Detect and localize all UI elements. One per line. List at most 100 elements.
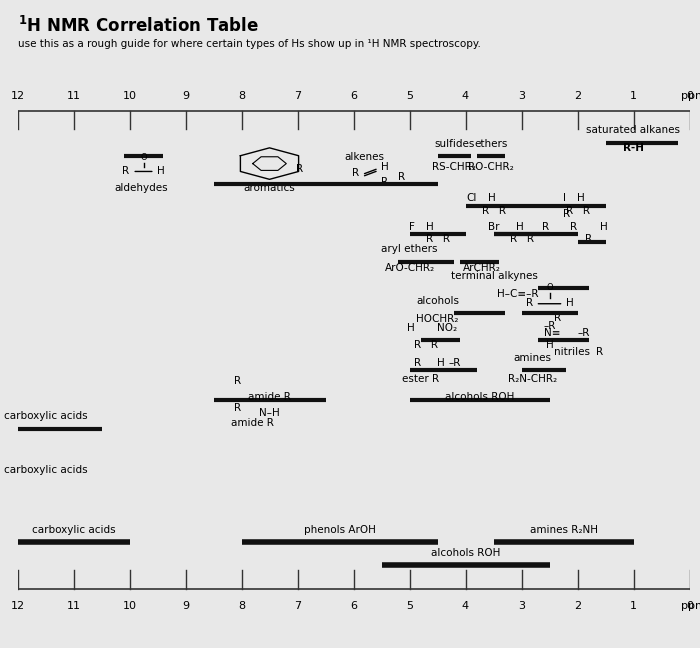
Text: 4: 4	[462, 601, 469, 611]
Text: R   R: R R	[510, 235, 533, 244]
Text: R   R: R R	[426, 235, 449, 244]
Text: H: H	[382, 162, 389, 172]
Text: 9: 9	[182, 91, 189, 100]
Text: 8: 8	[238, 601, 245, 611]
Text: sulfides: sulfides	[434, 139, 475, 150]
Text: 6: 6	[350, 601, 357, 611]
Text: H: H	[516, 222, 524, 231]
Text: ester R: ester R	[402, 373, 440, 384]
Text: 7: 7	[294, 91, 301, 100]
Text: 5: 5	[406, 601, 413, 611]
Text: R: R	[585, 235, 592, 244]
Text: 12: 12	[10, 601, 25, 611]
Text: R: R	[563, 209, 570, 219]
Text: aryl ethers: aryl ethers	[382, 244, 438, 255]
Text: amide R: amide R	[248, 392, 291, 402]
Text: 5: 5	[406, 91, 413, 100]
Text: RO-CHR₂: RO-CHR₂	[468, 162, 514, 172]
Text: saturated alkanes: saturated alkanes	[587, 124, 680, 135]
Text: 7: 7	[294, 601, 301, 611]
Text: ArO-CHR₂: ArO-CHR₂	[384, 263, 435, 273]
Text: 4: 4	[462, 91, 469, 100]
Text: HOCHR₂: HOCHR₂	[416, 314, 459, 324]
Text: H: H	[407, 323, 415, 333]
Text: alkenes: alkenes	[344, 152, 385, 162]
Text: amide R: amide R	[231, 418, 274, 428]
Text: RS-CHR₂: RS-CHR₂	[433, 162, 476, 172]
Text: NO₂: NO₂	[438, 323, 458, 333]
Text: N–H: N–H	[259, 408, 280, 418]
Text: R: R	[296, 164, 303, 174]
Text: H–C≡–R: H–C≡–R	[497, 289, 538, 299]
Text: R: R	[414, 358, 421, 367]
Text: aldehydes: aldehydes	[114, 183, 167, 193]
Text: carboxylic acids: carboxylic acids	[32, 525, 116, 535]
Text: R   R: R R	[566, 205, 589, 216]
Text: 6: 6	[350, 91, 357, 100]
Text: alcohols ROH: alcohols ROH	[444, 392, 514, 402]
Text: 2: 2	[574, 91, 581, 100]
Text: $\mathbf{^{1}H}$ NMR Correlation Table: $\mathbf{^{1}H}$ NMR Correlation Table	[18, 16, 258, 36]
Text: R: R	[526, 297, 533, 308]
Text: 10: 10	[122, 601, 136, 611]
Text: R-H: R-H	[623, 143, 644, 152]
Text: R: R	[122, 167, 130, 176]
Text: alcohols: alcohols	[416, 296, 459, 306]
Text: H: H	[600, 222, 608, 231]
Text: R: R	[234, 376, 241, 386]
Text: N≡: N≡	[544, 328, 561, 338]
Text: R: R	[596, 347, 603, 357]
Text: H: H	[578, 192, 585, 203]
Text: 11: 11	[66, 601, 80, 611]
Text: ppm(δ): ppm(δ)	[681, 601, 700, 611]
Text: amines: amines	[514, 353, 552, 362]
Text: H: H	[438, 358, 445, 367]
Text: aromatics: aromatics	[244, 183, 295, 193]
Text: phenols ArOH: phenols ArOH	[304, 525, 375, 535]
Text: R   R: R R	[414, 340, 438, 351]
Text: –R: –R	[449, 358, 461, 367]
Text: 8: 8	[238, 91, 245, 100]
Text: alcohols ROH: alcohols ROH	[430, 548, 500, 559]
Text: 10: 10	[122, 91, 136, 100]
Text: H: H	[488, 192, 496, 203]
Text: use this as a rough guide for where certain types of Hs show up in ¹H NMR spectr: use this as a rough guide for where cert…	[18, 39, 480, 49]
Text: 1: 1	[630, 91, 637, 100]
Text: R: R	[570, 222, 578, 231]
Text: –R: –R	[578, 328, 590, 338]
Text: R: R	[352, 168, 359, 178]
Text: R: R	[554, 313, 561, 323]
Text: R   R: R R	[482, 205, 505, 216]
Text: carboxylic acids: carboxylic acids	[4, 411, 88, 421]
Text: I: I	[564, 192, 566, 203]
Text: R: R	[542, 222, 550, 231]
Text: H: H	[566, 297, 574, 308]
Text: F: F	[410, 222, 415, 231]
Text: ppm(δ): ppm(δ)	[681, 91, 700, 100]
Text: 12: 12	[10, 91, 25, 100]
Text: 9: 9	[182, 601, 189, 611]
Text: 3: 3	[518, 91, 525, 100]
Text: nitriles: nitriles	[554, 347, 590, 357]
Text: R₂N-CHR₂: R₂N-CHR₂	[508, 373, 557, 384]
Text: 0: 0	[686, 91, 693, 100]
Text: O: O	[140, 153, 147, 162]
Text: carboxylic acids: carboxylic acids	[4, 465, 88, 476]
Text: H: H	[545, 340, 554, 351]
Text: R: R	[398, 172, 405, 181]
Text: 0: 0	[686, 601, 693, 611]
Text: 1: 1	[630, 601, 637, 611]
Text: Cl: Cl	[466, 192, 477, 203]
Text: 11: 11	[66, 91, 80, 100]
Text: ArCHR₂: ArCHR₂	[463, 263, 501, 273]
Text: 2: 2	[574, 601, 581, 611]
Text: –R: –R	[543, 321, 556, 331]
Text: H: H	[426, 222, 434, 231]
Text: R: R	[381, 177, 388, 187]
Text: Br: Br	[488, 222, 499, 231]
Text: amines R₂NH: amines R₂NH	[529, 525, 598, 535]
Text: H: H	[158, 167, 165, 176]
Text: ethers: ethers	[474, 139, 508, 150]
Text: 3: 3	[518, 601, 525, 611]
Text: R: R	[234, 402, 241, 413]
